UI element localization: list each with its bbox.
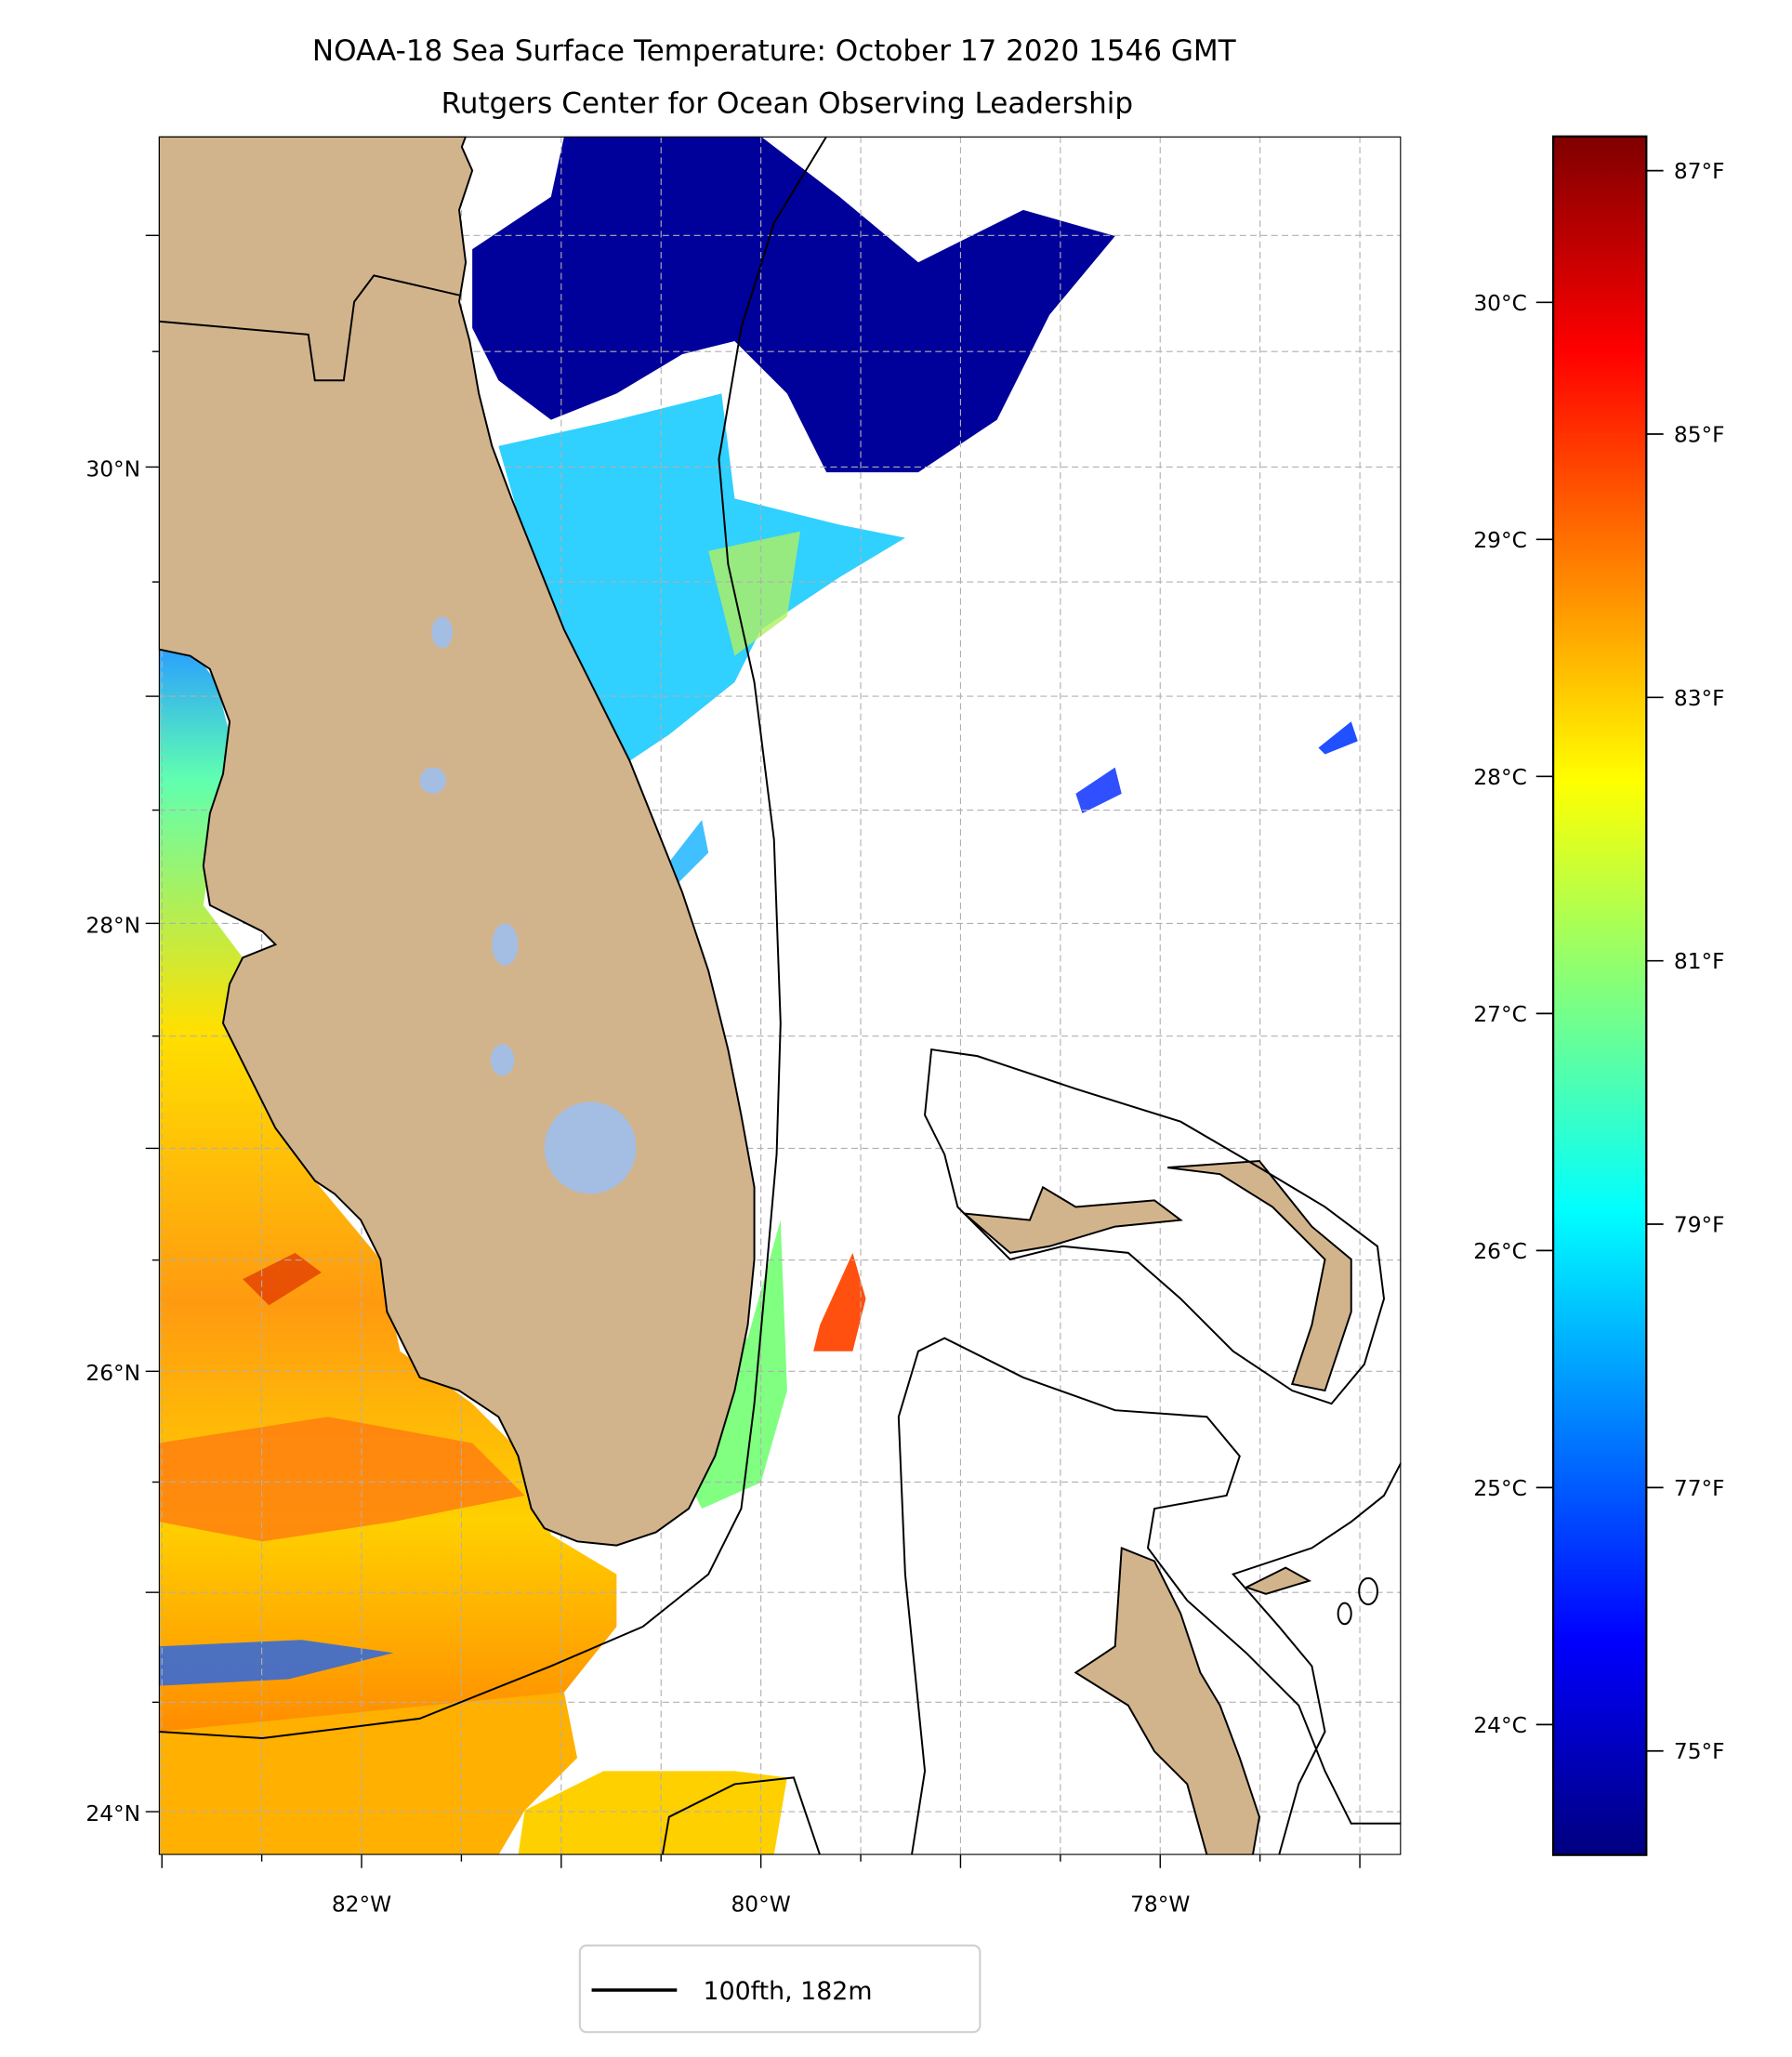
state-border	[158, 274, 460, 382]
lake-small-1	[419, 767, 446, 794]
fahrenheit-tick-label: 77°F	[1674, 1476, 1725, 1501]
celsius-tick-label: 24°C	[1473, 1713, 1526, 1738]
celsius-tick-label: 29°C	[1473, 528, 1526, 553]
fahrenheit-tick-label: 79°F	[1674, 1212, 1725, 1237]
celsius-tick-label: 26°C	[1473, 1239, 1526, 1264]
x-tick-label: 82°W	[332, 1892, 391, 1917]
grand-bahama-land	[961, 1185, 1183, 1254]
sst-gulf-warm	[158, 1417, 525, 1542]
title-line-2: Rutgers Center for Ocean Observing Leade…	[441, 86, 1133, 120]
y-tick-label: 28°N	[86, 913, 140, 938]
sst-blob-1	[1075, 767, 1122, 814]
celsius-tick-label: 28°C	[1473, 765, 1526, 790]
lake-okeechobee	[544, 1101, 637, 1194]
y-tick-label: 30°N	[86, 456, 140, 481]
sst-blob-2	[1318, 721, 1358, 755]
x-tick-label: 78°W	[1130, 1892, 1190, 1917]
sst-blob-3	[813, 1252, 866, 1352]
fahrenheit-tick-label: 87°F	[1674, 159, 1725, 184]
title-line-1: NOAA-18 Sea Surface Temperature: October…	[312, 34, 1237, 68]
sst-gulf-warm2	[243, 1252, 322, 1306]
legend: 100fth, 182m	[578, 1944, 982, 2034]
x-tick-label: 80°W	[731, 1892, 791, 1917]
sst-cool-patch	[158, 1640, 394, 1686]
sst-atlantic-mid	[498, 393, 905, 761]
fahrenheit-tick-label: 75°F	[1674, 1739, 1725, 1764]
celsius-tick-label: 25°C	[1473, 1476, 1526, 1501]
isobath-100fth	[158, 136, 1402, 1855]
colorbar-gradient	[1551, 135, 1648, 1856]
celsius-tick-label: 30°C	[1473, 291, 1526, 316]
sst-atlantic-cold	[472, 136, 1115, 473]
y-tick-label: 26°N	[86, 1361, 140, 1386]
sst-gulf-south	[158, 1692, 578, 1855]
colorbar: 30°C 29°C 28°C 27°C 26°C 25°C 24°C 87°F 85°F 83°F…	[1473, 135, 1725, 1856]
gridlines	[158, 136, 1402, 1855]
fahrenheit-tick-label: 85°F	[1674, 422, 1725, 447]
eleuthera-land	[1244, 1566, 1312, 1595]
sst-atlantic-green	[708, 531, 800, 656]
map-axes	[158, 136, 1402, 1855]
y-axis: 30°N 28°N 26°N 24°N	[86, 234, 159, 1826]
fahrenheit-tick-label: 83°F	[1674, 686, 1725, 711]
andros-land	[1074, 1546, 1260, 1855]
fahrenheit-tick-label: 81°F	[1674, 949, 1725, 974]
florida-land	[158, 136, 756, 1547]
lake-small-4	[431, 616, 453, 649]
y-tick-label: 24°N	[86, 1801, 140, 1826]
celsius-tick-label: 27°C	[1473, 1002, 1526, 1027]
lake-small-3	[490, 1044, 515, 1076]
abaco-land	[1167, 1160, 1352, 1392]
legend-box	[578, 1944, 982, 2034]
x-axis: 82°W 80°W 78°W	[161, 1854, 1361, 1917]
lake-small-2	[492, 923, 519, 966]
legend-label: 100fth, 182m	[704, 1977, 873, 2006]
